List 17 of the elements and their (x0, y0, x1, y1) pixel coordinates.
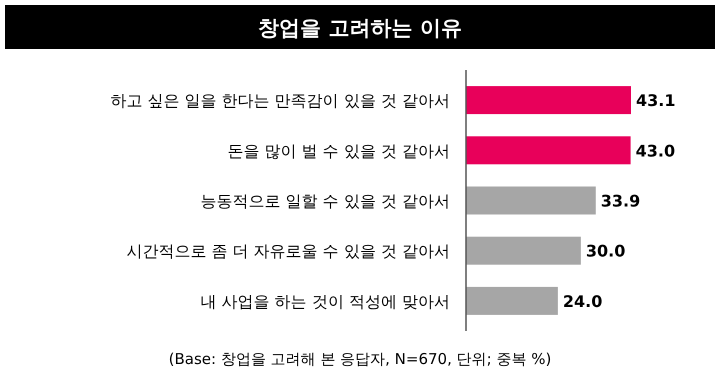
text: (Base: 창업을 고려해 본 응답자, N=670, 단위; 중복 %) (168, 350, 552, 368)
data-label: 43.1 (636, 91, 676, 110)
bar (466, 236, 581, 265)
data-label: 24.0 (562, 292, 602, 311)
data-label: 30.0 (586, 242, 626, 261)
data-label: 43.0 (636, 141, 676, 160)
chart-title: 창업을 고려하는 이유 (258, 16, 462, 40)
bar (466, 286, 558, 315)
data-label: 33.9 (600, 192, 640, 210)
y-tick-label: 돈을 많이 벌 수 있을 것 같아서 (227, 141, 450, 160)
y-tick-label: 시간적으로 좀 더 자유로울 수 있을 것 같아서 (126, 242, 450, 261)
y-tick-label: 내 사업을 하는 것이 적성에 맞아서 (200, 292, 450, 311)
bar (466, 86, 631, 114)
y-tick-label: 하고 싶은 일을 한다는 만족감이 있을 것 같아서 (110, 91, 450, 110)
y-tick-label: 능동적으로 일할 수 있을 것 같아서 (200, 192, 450, 210)
bar (466, 136, 631, 164)
bar (466, 186, 596, 214)
